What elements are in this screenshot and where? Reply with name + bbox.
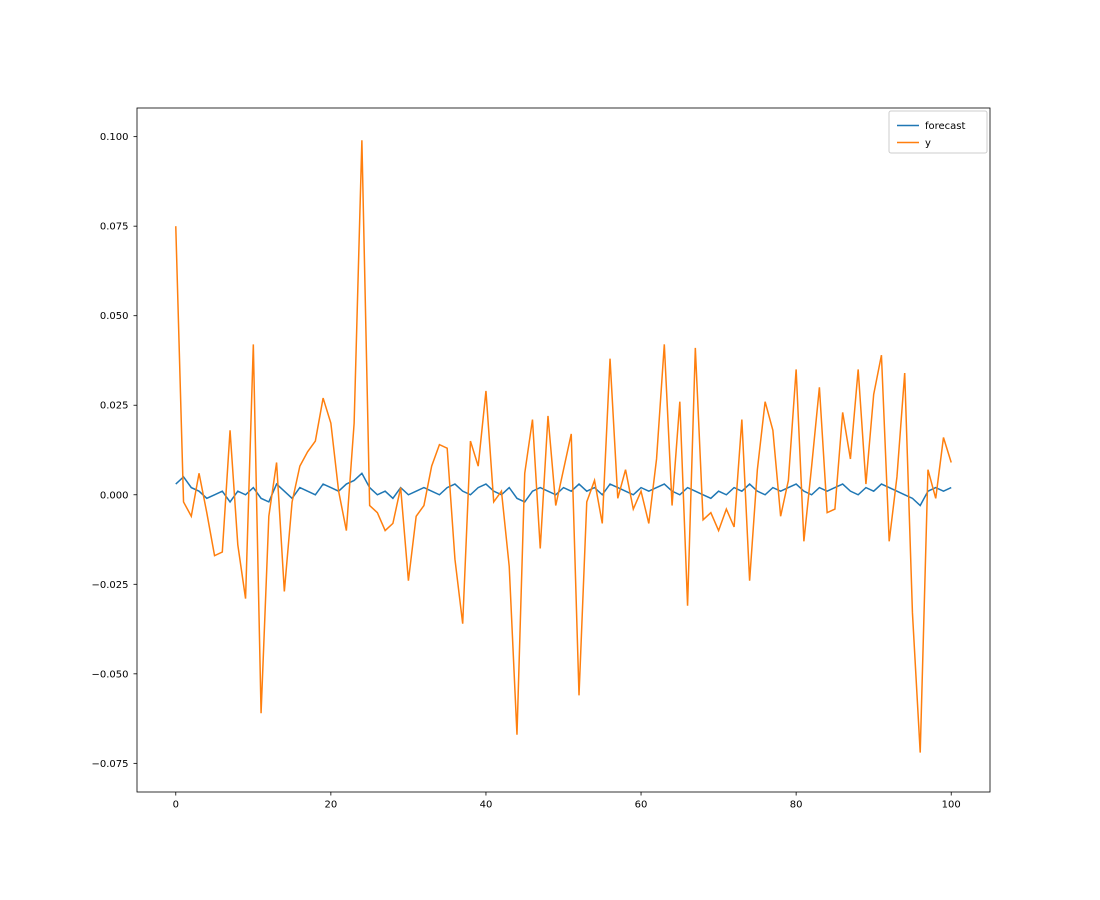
legend: forecast y (889, 111, 987, 153)
y-tick-label: 0.000 (100, 490, 129, 501)
x-tick-label: 60 (635, 800, 648, 811)
legend-frame (889, 111, 987, 153)
x-tick-label: 80 (790, 800, 803, 811)
y-tick-label: −0.075 (91, 759, 128, 770)
x-tick-label: 0 (173, 800, 179, 811)
y-tick-label: 0.050 (100, 311, 129, 322)
line-chart: 0 20 40 60 80 100 −0.075 −0.050 −0.025 0.000 0.025… (0, 0, 1100, 900)
y-tick-label: −0.050 (91, 669, 128, 680)
chart-container: 0 20 40 60 80 100 −0.075 −0.050 −0.025 0.000 0.025… (0, 0, 1100, 900)
x-tick-label: 40 (480, 800, 493, 811)
y-tick-label: −0.025 (91, 580, 128, 591)
legend-label-y: y (925, 138, 931, 149)
legend-label-forecast: forecast (925, 121, 966, 132)
y-tick-label: 0.075 (100, 222, 129, 233)
y-tick-label: 0.025 (100, 401, 129, 412)
x-tick-label: 100 (942, 800, 961, 811)
y-tick-label: 0.100 (100, 132, 129, 143)
x-tick-label: 20 (324, 800, 337, 811)
